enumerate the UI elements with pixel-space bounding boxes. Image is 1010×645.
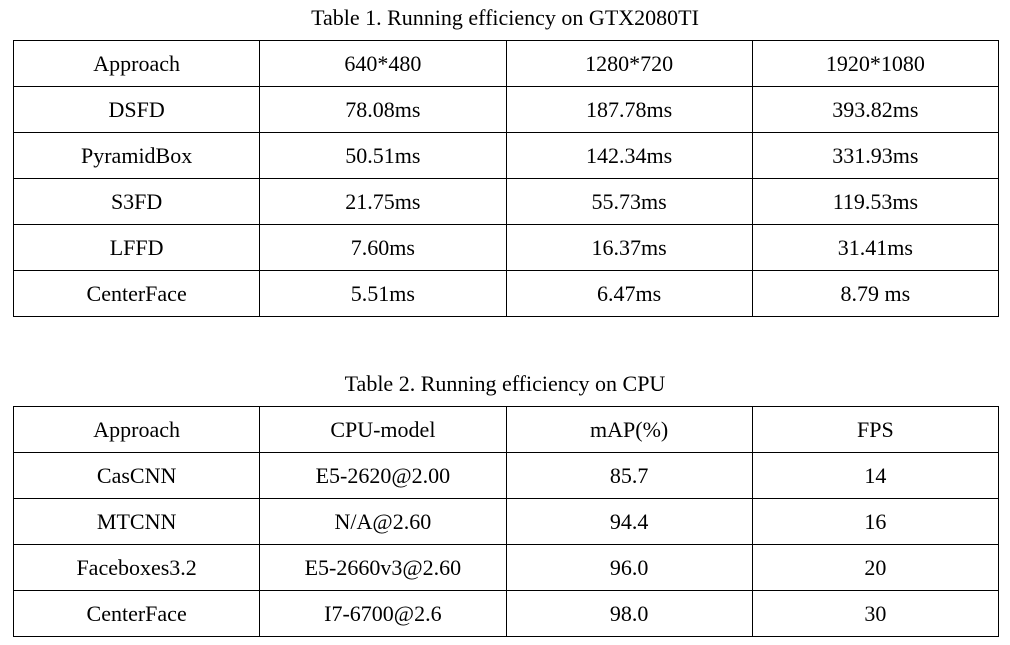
table-cell: 142.34ms (505, 132, 753, 179)
table-cell: 55.73ms (505, 178, 753, 225)
column-header-approach: Approach (12, 40, 261, 87)
table-header-row: Approach 640*480 1280*720 1920*1080 (12, 40, 1000, 87)
table-cell: 5.51ms (259, 270, 507, 317)
table-row: S3FD 21.75ms 55.73ms 119.53ms (12, 178, 1000, 225)
table-row: DSFD 78.08ms 187.78ms 393.82ms (12, 86, 1000, 133)
table-cell: 331.93ms (751, 132, 1000, 179)
column-header-fps: FPS (751, 406, 1000, 453)
table-cell: 78.08ms (259, 86, 507, 133)
column-header-640x480: 640*480 (259, 40, 507, 87)
table-cell: 16.37ms (505, 224, 753, 271)
column-header-1280x720: 1280*720 (505, 40, 753, 87)
table-header-row: Approach CPU-model mAP(%) FPS (12, 406, 1000, 453)
table-cell: N/A@2.60 (259, 498, 507, 545)
table-cell: E5-2660v3@2.60 (259, 544, 507, 591)
table-row: PyramidBox 50.51ms 142.34ms 331.93ms (12, 132, 1000, 179)
table-cell: 119.53ms (751, 178, 1000, 225)
table-cell: 393.82ms (751, 86, 1000, 133)
table-cell: PyramidBox (12, 132, 261, 179)
table-row: MTCNN N/A@2.60 94.4 16 (12, 498, 1000, 545)
table-row: Faceboxes3.2 E5-2660v3@2.60 96.0 20 (12, 544, 1000, 591)
table-row: CasCNN E5-2620@2.00 85.7 14 (12, 452, 1000, 499)
table-cell: E5-2620@2.00 (259, 452, 507, 499)
table1-caption: Table 1. Running efficiency on GTX2080TI (311, 5, 699, 30)
table-cell: 14 (751, 452, 1000, 499)
table-cell: 16 (751, 498, 1000, 545)
table-cell: 187.78ms (505, 86, 753, 133)
table-cell: 31.41ms (751, 224, 1000, 271)
table2-caption: Table 2. Running efficiency on CPU (344, 371, 666, 396)
gpu-efficiency-table: Approach 640*480 1280*720 1920*1080 DSFD… (12, 40, 1000, 317)
table-cell: 50.51ms (259, 132, 507, 179)
table-cell: LFFD (12, 224, 261, 271)
table-cell: 8.79 ms (751, 270, 1000, 317)
table-cell: 7.60ms (259, 224, 507, 271)
table-cell: 94.4 (505, 498, 753, 545)
table-row: CenterFace I7-6700@2.6 98.0 30 (12, 590, 1000, 637)
table-cell: CenterFace (12, 270, 261, 317)
table-cell: 30 (751, 590, 1000, 637)
cpu-efficiency-table: Approach CPU-model mAP(%) FPS CasCNN E5-… (12, 406, 1000, 637)
table-cell: 85.7 (505, 452, 753, 499)
column-header-1920x1080: 1920*1080 (751, 40, 1000, 87)
table-cell: S3FD (12, 178, 261, 225)
table-cell: Faceboxes3.2 (12, 544, 261, 591)
table-cell: 98.0 (505, 590, 753, 637)
table-row: CenterFace 5.51ms 6.47ms 8.79 ms (12, 270, 1000, 317)
column-header-approach: Approach (12, 406, 261, 453)
table-cell: 20 (751, 544, 1000, 591)
table-cell: 21.75ms (259, 178, 507, 225)
table-cell: DSFD (12, 86, 261, 133)
table-cell: I7-6700@2.6 (259, 590, 507, 637)
table-row: LFFD 7.60ms 16.37ms 31.41ms (12, 224, 1000, 271)
table-cell: 96.0 (505, 544, 753, 591)
table-cell: 6.47ms (505, 270, 753, 317)
table-cell: CasCNN (12, 452, 261, 499)
table-cell: MTCNN (12, 498, 261, 545)
column-header-cpu-model: CPU-model (259, 406, 507, 453)
column-header-map: mAP(%) (505, 406, 753, 453)
table-cell: CenterFace (12, 590, 261, 637)
